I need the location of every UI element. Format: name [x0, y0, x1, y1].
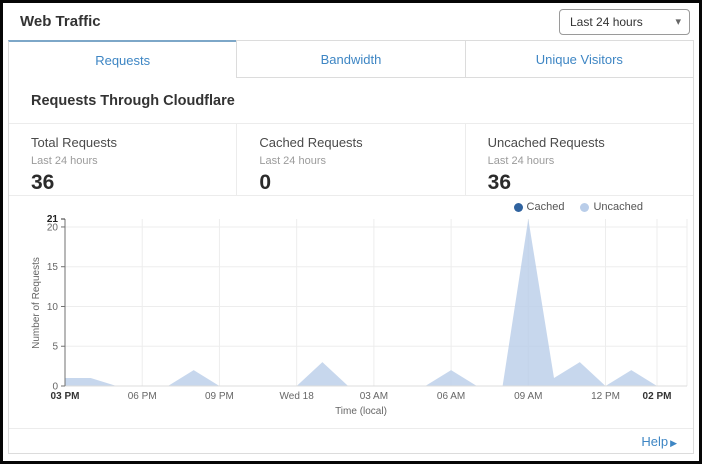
svg-text:09 PM: 09 PM	[205, 391, 234, 402]
help-bar: Help ▶	[9, 428, 693, 454]
stat-period: Last 24 hours	[31, 155, 98, 167]
page-title: Web Traffic	[20, 13, 101, 30]
svg-text:06 AM: 06 AM	[437, 391, 465, 402]
requests-card: Requests Through Cloudflare Total Reques…	[8, 78, 694, 454]
svg-text:03 AM: 03 AM	[360, 391, 388, 402]
svg-text:09 AM: 09 AM	[514, 391, 542, 402]
help-link[interactable]: Help ▶	[641, 434, 677, 449]
stat-value: 36	[31, 171, 55, 194]
svg-text:20: 20	[47, 222, 59, 233]
section-title: Requests Through Cloudflare	[9, 78, 693, 124]
tab-bar: Requests Bandwidth Unique Visitors	[8, 40, 694, 78]
legend-label: Uncached	[593, 201, 643, 213]
legend-dot-icon	[513, 202, 523, 212]
tab-requests-label: Requests	[95, 52, 151, 68]
svg-text:0: 0	[52, 382, 58, 393]
legend-uncached[interactable]: Uncached	[580, 201, 643, 213]
stat-label: Uncached Requests	[487, 135, 605, 150]
svg-text:21: 21	[47, 214, 59, 225]
svg-text:12 PM: 12 PM	[591, 391, 620, 402]
tab-unique-visitors[interactable]: Unique Visitors	[464, 40, 694, 78]
svg-text:Wed 18: Wed 18	[280, 391, 315, 402]
stat-period: Last 24 hours	[259, 155, 326, 167]
legend-label: Cached	[526, 201, 565, 213]
svg-text:02 PM: 02 PM	[643, 391, 672, 402]
caret-down-icon: ▾	[675, 16, 681, 28]
legend-dot-icon	[580, 202, 590, 212]
stat-cached-requests: Cached Requests Last 24 hours 0	[236, 124, 464, 195]
svg-text:15: 15	[47, 262, 59, 273]
legend-cached[interactable]: Cached	[513, 201, 565, 213]
time-range-select[interactable]: Last 24 hours ▾	[559, 9, 690, 35]
x-axis-title: Time (local)	[335, 406, 387, 417]
stat-value: 0	[259, 171, 272, 194]
time-range-value: Last 24 hours	[570, 15, 643, 29]
panel-header: Web Traffic Last 24 hours ▾	[3, 3, 699, 40]
arrow-right-icon: ▶	[670, 438, 677, 448]
tab-bandwidth-label: Bandwidth	[320, 51, 382, 67]
stat-total-requests: Total Requests Last 24 hours 36	[9, 124, 236, 195]
svg-text:03 PM: 03 PM	[51, 391, 80, 402]
stat-label: Cached Requests	[259, 135, 363, 150]
tab-unique-visitors-label: Unique Visitors	[535, 51, 623, 67]
stat-uncached-requests: Uncached Requests Last 24 hours 36	[464, 124, 693, 195]
svg-text:5: 5	[52, 342, 58, 353]
tab-bandwidth[interactable]: Bandwidth	[236, 40, 466, 78]
stat-value: 36	[487, 171, 512, 194]
chart-legend: Cached Uncached	[513, 201, 643, 213]
stats-row: Total Requests Last 24 hours 36 Cached R…	[9, 124, 693, 196]
area-uncached	[65, 219, 657, 386]
stat-label: Total Requests	[31, 135, 117, 150]
requests-chart[interactable]: Cached Uncached 0 5 10 15 20 21 03 PM 06 PM 09 PM…	[9, 196, 693, 428]
svg-text:06 PM: 06 PM	[128, 391, 157, 402]
y-axis-title: Number of Requests	[31, 257, 42, 349]
help-link-label: Help	[641, 434, 669, 449]
stat-period: Last 24 hours	[487, 155, 555, 167]
tab-requests[interactable]: Requests	[8, 40, 238, 78]
svg-text:10: 10	[47, 302, 59, 313]
